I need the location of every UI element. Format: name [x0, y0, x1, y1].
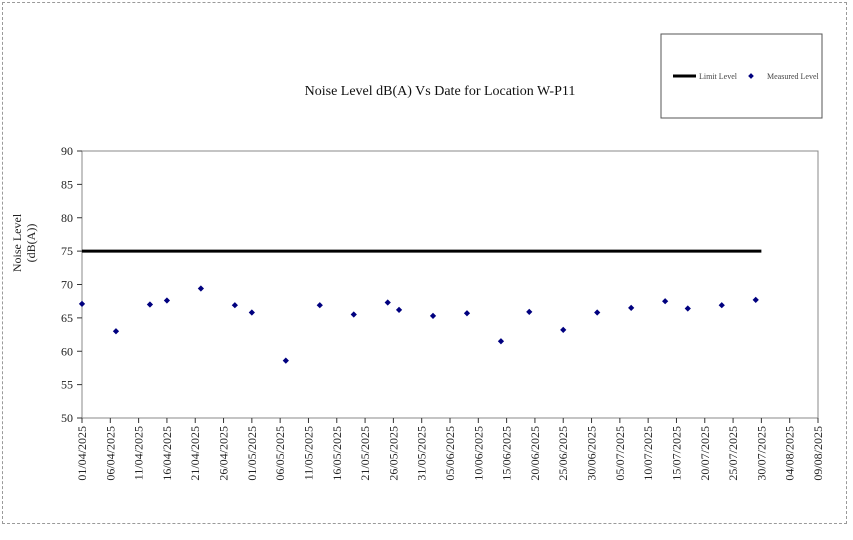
legend: Limit Level Measured Level [673, 72, 820, 81]
measured-point [231, 302, 238, 309]
y-tick-label: 85 [61, 177, 73, 191]
x-tick-label: 11/05/2025 [301, 426, 315, 480]
y-tick-label: 75 [61, 244, 73, 258]
legend-measured-label: Measured Level [767, 72, 820, 81]
x-tick-label: 16/05/2025 [330, 426, 344, 481]
measured-point [752, 296, 759, 303]
y-axis-label: Noise Level (dB(A)) [10, 213, 38, 272]
y-axis: 50 55 60 65 70 75 80 85 90 [61, 144, 82, 425]
x-tick-label: 09/08/2025 [811, 426, 825, 481]
x-tick-label: 06/04/2025 [103, 426, 117, 481]
legend-limit-label: Limit Level [699, 72, 738, 81]
x-tick-label: 31/05/2025 [415, 426, 429, 481]
measured-point [594, 309, 601, 316]
measured-point [248, 309, 255, 316]
y-tick-label: 60 [61, 344, 73, 358]
chart-frame [2, 2, 847, 524]
x-tick-label: 01/05/2025 [245, 426, 259, 481]
x-tick-label: 20/06/2025 [528, 426, 542, 481]
y-tick-label: 50 [61, 411, 73, 425]
y-tick-label: 70 [61, 278, 73, 292]
measured-point [395, 306, 403, 313]
measured-point [146, 301, 154, 308]
x-tick-label: 15/07/2025 [669, 426, 683, 481]
x-tick-label: 01/04/2025 [75, 426, 89, 481]
measured-point [78, 300, 86, 307]
x-tick-label: 30/07/2025 [754, 426, 768, 481]
measured-point [628, 304, 635, 311]
x-tick-label: 26/05/2025 [386, 426, 400, 481]
x-tick-label: 04/08/2025 [783, 426, 797, 481]
x-tick-label: 11/04/2025 [132, 426, 146, 480]
y-tick-label: 65 [61, 311, 73, 325]
x-tick-label: 05/06/2025 [443, 426, 457, 481]
y-tick-label: 80 [61, 211, 73, 225]
measured-level-series [78, 285, 759, 364]
measured-point [282, 357, 289, 364]
x-tick-label: 10/07/2025 [641, 426, 655, 481]
y-tick-label: 90 [61, 144, 73, 158]
y-tick-label: 55 [61, 378, 73, 392]
measured-point [662, 298, 669, 305]
measured-point [316, 302, 323, 309]
measured-point [560, 326, 567, 334]
measured-point [429, 312, 437, 319]
x-tick-label: 10/06/2025 [471, 426, 485, 481]
x-tick-label: 16/04/2025 [160, 426, 174, 481]
x-tick-label: 30/06/2025 [585, 426, 599, 481]
chart-title: Noise Level dB(A) Vs Date for Location W… [305, 84, 576, 99]
x-tick-label: 25/06/2025 [556, 426, 570, 481]
measured-point [197, 285, 205, 292]
x-tick-label: 25/07/2025 [726, 426, 740, 481]
measured-point [112, 328, 120, 335]
x-tick-label: 26/04/2025 [217, 426, 231, 481]
measured-point [163, 297, 171, 304]
measured-point [684, 305, 691, 312]
x-tick-label: 06/05/2025 [273, 426, 287, 481]
measured-point [497, 338, 505, 345]
x-tick-label: 15/06/2025 [500, 426, 514, 481]
y-axis-label-line-1: Noise Level [10, 213, 24, 272]
measured-point [526, 308, 533, 315]
plot-area [81, 150, 819, 419]
x-tick-label: 21/04/2025 [188, 426, 202, 481]
legend-measured-swatch [748, 73, 754, 79]
measured-point [384, 299, 391, 306]
y-axis-label-line-2: (dB(A)) [24, 224, 38, 263]
measured-point [463, 310, 471, 317]
x-tick-label: 21/05/2025 [358, 426, 372, 481]
x-tick-label: 05/07/2025 [613, 426, 627, 481]
x-axis: 01/04/2025 06/04/2025 11/04/2025 16/04/2025… [75, 418, 825, 481]
x-tick-label: 20/07/2025 [698, 426, 712, 481]
measured-point [718, 302, 725, 309]
measured-point [350, 311, 357, 318]
